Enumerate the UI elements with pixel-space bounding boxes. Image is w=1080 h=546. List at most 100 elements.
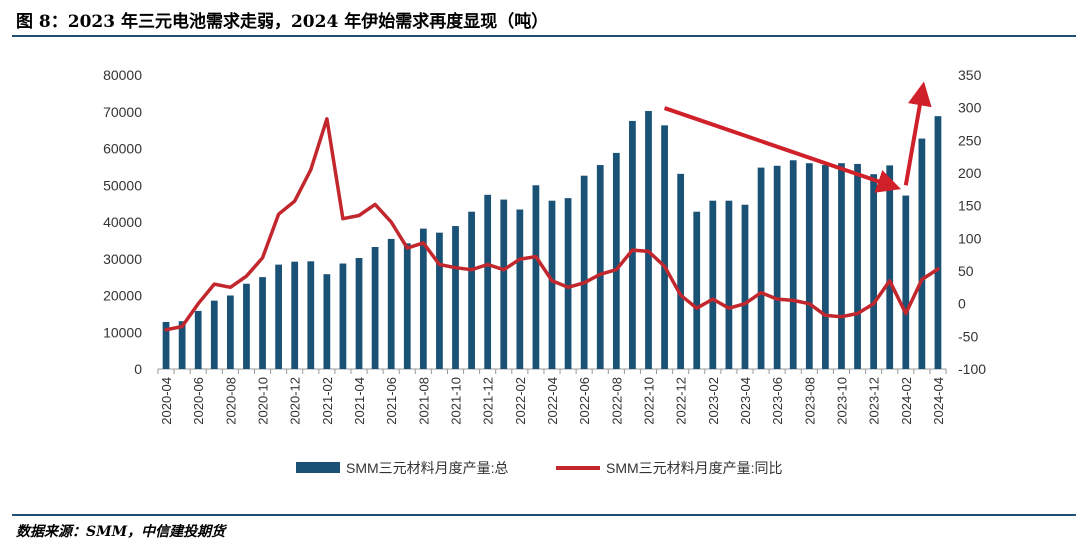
axes: 0 10000 20000 30000 40000 50000 60000 70000 8000…: [103, 67, 986, 425]
bar: [580, 175, 588, 369]
bar: [757, 167, 765, 369]
trend-arrow: [663, 106, 902, 193]
bar: [886, 165, 894, 369]
x-tick-label: 2022-06: [577, 377, 592, 425]
top-divider: [12, 35, 1076, 37]
bar: [226, 295, 234, 369]
yoy-line: [164, 117, 940, 332]
bar: [500, 199, 508, 369]
x-tick-label: 2023-04: [738, 377, 753, 425]
x-tick-label: 2020-10: [256, 377, 271, 425]
legend-bar-label: SMM三元材料月度产量:总: [346, 460, 509, 476]
bar: [323, 274, 331, 369]
bar: [725, 200, 733, 369]
x-tick-label: 2021-10: [449, 377, 464, 425]
x-tick-label: 2023-08: [802, 377, 817, 425]
x-tick-label: 2022-10: [641, 377, 656, 425]
bar: [452, 226, 459, 369]
bar-series: [162, 111, 942, 369]
bar: [403, 243, 411, 369]
bar: [419, 228, 427, 369]
bar: [243, 283, 250, 369]
x-tick-label: 2020-06: [191, 377, 206, 425]
chart-title: 图 8：2023 年三元电池需求走弱，2024 年伊始需求再度显现（吨）: [16, 12, 549, 32]
trend-arrow: [903, 81, 932, 186]
x-tick-label: 2020-08: [223, 377, 238, 425]
x-tick-label: 2021-04: [352, 377, 367, 425]
x-tick-label: 2021-02: [320, 377, 335, 425]
y-right-tick-label: 100: [958, 230, 982, 246]
x-tick-label: 2021-06: [384, 377, 399, 425]
x-tick-label: 2022-08: [609, 377, 624, 425]
bar: [629, 120, 636, 369]
bar: [194, 310, 202, 369]
bar: [548, 200, 556, 369]
bar: [436, 232, 443, 369]
x-tick-label: 2023-06: [770, 377, 785, 425]
bar: [805, 163, 813, 369]
x-tick-label: 2021-08: [416, 377, 431, 425]
bar: [854, 163, 861, 369]
bar: [162, 321, 170, 369]
bar: [918, 138, 926, 369]
bar: [902, 195, 910, 369]
x-tick-label: 2023-10: [834, 377, 849, 425]
y-left-tick-label: 70000: [103, 104, 142, 120]
combo-chart: 0 10000 20000 30000 40000 50000 60000 70000 8000…: [103, 67, 986, 476]
line-series: [164, 117, 940, 332]
y-left-tick-label: 50000: [103, 177, 142, 193]
source-note: 数据来源：SMM，中信建投期货: [16, 524, 226, 540]
y-left-tick-label: 30000: [103, 251, 142, 267]
legend-bar-swatch: [296, 462, 340, 473]
bar: [468, 211, 475, 369]
bar: [934, 116, 942, 369]
y-right-tick-label: 300: [958, 100, 982, 116]
x-tick-label: 2022-04: [545, 377, 560, 425]
y-left-tick-label: 20000: [103, 288, 142, 304]
bar: [612, 152, 620, 369]
y-right-tick-label: 50: [958, 263, 974, 279]
bar: [564, 198, 572, 369]
bar: [741, 204, 749, 369]
x-tick-label: 2023-12: [867, 377, 882, 425]
trend-arrows: [663, 81, 932, 193]
bar: [870, 174, 878, 369]
bar: [484, 194, 492, 369]
y-right-tick-label: -100: [958, 361, 986, 377]
y-right-tick-label: -50: [958, 328, 978, 344]
x-tick-label: 2024-02: [899, 377, 914, 425]
bar: [371, 246, 379, 369]
bar: [291, 261, 299, 369]
bar: [355, 258, 363, 369]
x-tick-label: 2020-04: [159, 377, 174, 425]
y-right-tick-label: 350: [958, 67, 982, 83]
bar: [645, 111, 652, 369]
x-tick-label: 2020-12: [288, 377, 303, 425]
bar: [532, 185, 540, 369]
y-right-tick-label: 150: [958, 198, 982, 214]
y-right-tick-label: 0: [958, 296, 966, 312]
bar: [822, 165, 829, 369]
bar: [307, 261, 315, 369]
bottom-divider: [12, 514, 1076, 516]
bar: [178, 321, 186, 369]
bar: [596, 165, 604, 369]
x-tick-label: 2022-02: [513, 377, 528, 425]
x-tick-label: 2022-12: [674, 377, 689, 425]
bar: [210, 300, 218, 369]
bar: [259, 277, 266, 369]
bar: [709, 200, 717, 369]
x-tick-label: 2023-02: [706, 377, 721, 425]
y-left-tick-label: 60000: [103, 141, 142, 157]
bar: [516, 209, 524, 369]
bar: [677, 173, 685, 369]
y-right-tick-label: 250: [958, 132, 982, 148]
bar: [275, 264, 282, 369]
y-left-tick-label: 10000: [103, 324, 142, 340]
bar: [693, 211, 701, 369]
bar: [339, 263, 347, 369]
legend-line-label: SMM三元材料月度产量:同比: [606, 460, 783, 476]
bar: [789, 160, 797, 369]
y-left-tick-label: 0: [134, 361, 142, 377]
y-left-tick-label: 80000: [103, 67, 142, 83]
